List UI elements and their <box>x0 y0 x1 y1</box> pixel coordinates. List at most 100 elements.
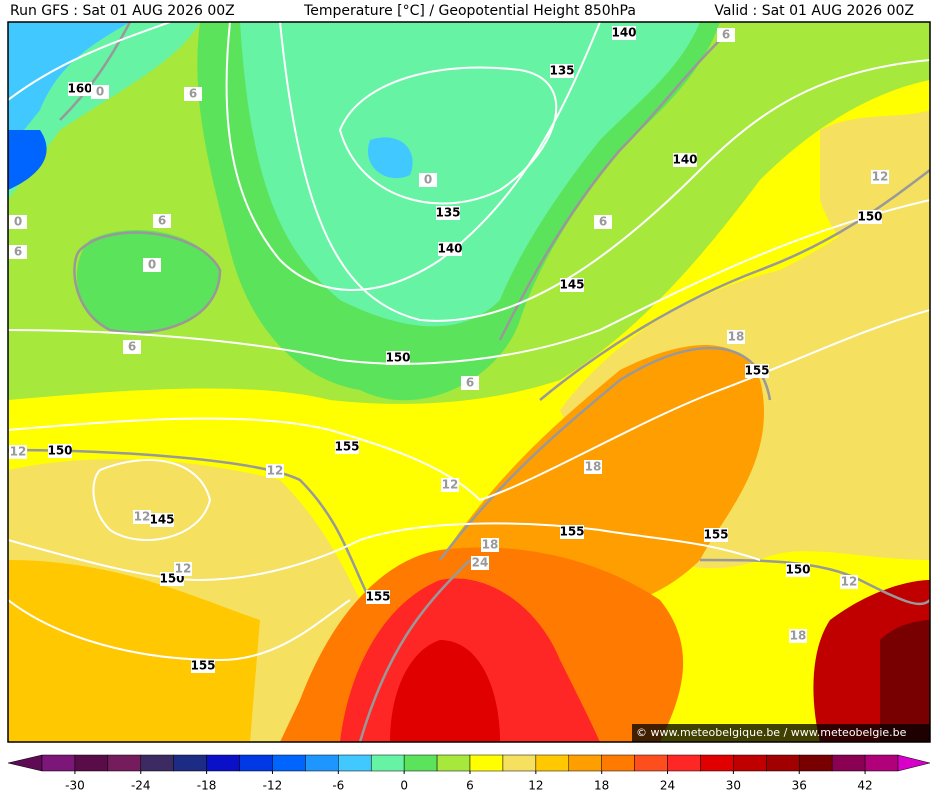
temperature-label: 12 <box>872 170 889 184</box>
colorbar-cell <box>239 754 273 772</box>
temperature-label: 0 <box>424 173 432 187</box>
temperature-label: 6 <box>158 214 166 228</box>
height-label-bg <box>560 525 584 539</box>
valid-label: Valid : Sat 01 AUG 2026 00Z <box>714 3 914 19</box>
colorbar-tick-label: 0 <box>400 779 408 793</box>
height-label-bg <box>786 563 810 577</box>
temperature-label: 12 <box>175 562 192 576</box>
temperature-label-bg <box>266 464 284 478</box>
colorbar-cell <box>601 754 635 772</box>
colorbar-high <box>897 754 931 772</box>
temperature-label: 6 <box>14 245 22 259</box>
temperature-label-bg <box>91 85 109 99</box>
temperature-label: 6 <box>189 87 197 101</box>
colorbar-tick-label: 18 <box>594 779 609 793</box>
colorbar-cell <box>634 754 668 772</box>
height-label: 155 <box>365 590 390 604</box>
colorbar-cell <box>206 754 240 772</box>
height-label-bg <box>436 206 460 220</box>
temperature-label-bg <box>9 215 27 229</box>
temperature-label-bg <box>419 173 437 187</box>
height-label-bg <box>191 659 215 673</box>
height-label-bg <box>612 26 636 40</box>
temperature-label-bg <box>184 87 202 101</box>
temperature-label: 0 <box>14 215 22 229</box>
temperature-label: 18 <box>482 538 499 552</box>
temperature-label: 12 <box>442 478 459 492</box>
height-label: 145 <box>149 513 174 527</box>
colorbar-cell <box>370 754 405 772</box>
height-label: 160 <box>67 82 92 96</box>
height-label: 155 <box>744 364 769 378</box>
temperature-label: 18 <box>585 460 602 474</box>
colorbar-cell <box>568 754 602 772</box>
temperature-label-bg <box>123 340 141 354</box>
colorbar-cell <box>831 754 866 772</box>
temperature-label-bg <box>153 214 171 228</box>
credit: © www.meteobelgique.be / www.meteobelgie… <box>636 726 907 739</box>
height-label-bg <box>366 590 390 604</box>
colorbar-cell <box>436 754 471 772</box>
height-label-bg <box>386 351 410 365</box>
height-label: 150 <box>857 210 882 224</box>
run-label: Run GFS : Sat 01 AUG 2026 00Z <box>10 3 235 19</box>
colorbar-tick-label: -30 <box>65 779 85 793</box>
height-label: 155 <box>703 528 728 542</box>
temperature-label: 12 <box>134 510 151 524</box>
temperature-label: 6 <box>128 340 136 354</box>
temperature-label-bg <box>143 258 161 272</box>
height-label-bg <box>745 364 769 378</box>
temperature-label-bg <box>133 510 151 524</box>
temperature-label: 6 <box>722 28 730 42</box>
height-label: 155 <box>334 440 359 454</box>
temperature-label-bg <box>441 478 459 492</box>
colorbar-tick-label: -12 <box>263 779 283 793</box>
height-label: 135 <box>549 64 574 78</box>
temperature-label-bg <box>9 245 27 259</box>
temperature-label: 12 <box>10 445 27 459</box>
colorbar-tick-label: 12 <box>528 779 543 793</box>
temperature-label-bg <box>9 445 27 459</box>
temperature-label-bg <box>584 460 602 474</box>
height-label: 145 <box>559 278 584 292</box>
temperature-label-bg <box>471 556 489 570</box>
colorbar-cell <box>667 754 701 772</box>
colorbar-low <box>7 754 43 772</box>
temperature-label-bg <box>174 562 192 576</box>
height-label: 150 <box>785 563 810 577</box>
colorbar-tick-label: -24 <box>131 779 151 793</box>
temperature-label: 18 <box>728 330 745 344</box>
height-label-bg <box>68 82 92 96</box>
temperature-label: 6 <box>599 215 607 229</box>
temperature-label: 24 <box>472 556 489 570</box>
colorbar-tick-label: 36 <box>792 779 807 793</box>
height-label-bg <box>673 153 697 167</box>
temperature-label-bg <box>717 28 735 42</box>
temperature-label-bg <box>481 538 499 552</box>
colorbar-tick-label: 30 <box>726 779 741 793</box>
height-label: 150 <box>47 444 72 458</box>
colorbar-tick-label: 24 <box>660 779 675 793</box>
temperature-label: 12 <box>267 464 284 478</box>
colorbar-cell <box>502 754 537 772</box>
colorbar-tick-label: -6 <box>332 779 344 793</box>
height-label: 140 <box>437 242 462 256</box>
temperature-label: 0 <box>148 258 156 272</box>
height-label: 150 <box>385 351 410 365</box>
colorbar-cell <box>535 754 570 772</box>
colorbar-cell <box>469 754 504 772</box>
height-label-bg <box>550 64 574 78</box>
height-label-bg <box>704 528 728 542</box>
height-label: 155 <box>190 659 215 673</box>
map-title: Temperature [°C] / Geopotential Height 8… <box>303 3 636 19</box>
height-label-bg <box>560 278 584 292</box>
colorbar-cell <box>338 754 372 772</box>
colorbar-cell <box>733 754 767 772</box>
height-label-bg <box>150 513 174 527</box>
colorbar-cell <box>107 754 142 772</box>
colorbar-tick-label: 6 <box>466 779 474 793</box>
height-label: 140 <box>672 153 697 167</box>
colorbar-cell <box>403 754 438 772</box>
height-label-bg <box>48 444 72 458</box>
